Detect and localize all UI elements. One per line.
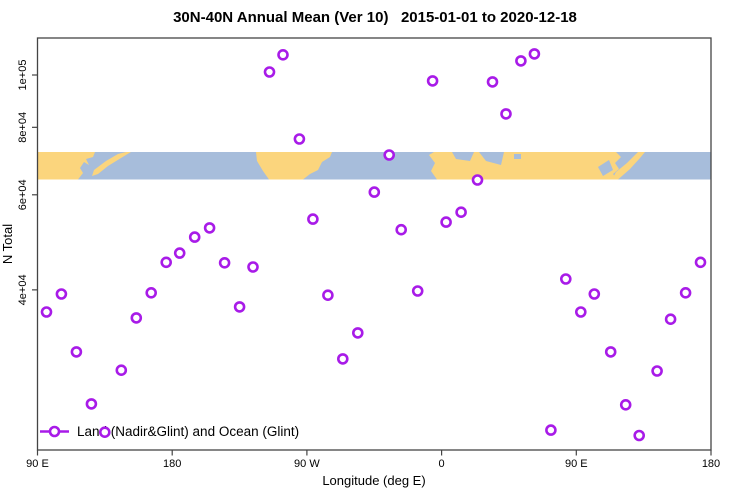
x-tick-label: 0: [439, 458, 445, 470]
data-point: [130, 312, 143, 324]
data-point: [574, 306, 587, 318]
data-point: [277, 48, 289, 61]
data-point: [559, 273, 572, 285]
data-point: [515, 55, 527, 67]
data-point: [383, 149, 396, 161]
data-point: [651, 365, 663, 377]
data-points: [40, 48, 707, 442]
data-point: [545, 424, 557, 436]
data-point: [160, 256, 172, 269]
data-point: [471, 174, 484, 186]
data-point: [307, 213, 319, 225]
y-axis-title: N Total: [0, 224, 15, 264]
y-tick-label: 4e+04: [17, 274, 29, 305]
data-point: [85, 398, 98, 410]
data-point: [426, 75, 439, 87]
data-point: [633, 429, 646, 442]
x-tick-label: 180: [702, 458, 720, 470]
legend-label: Land (Nadir&Glint) and Ocean (Glint): [77, 424, 299, 439]
data-point: [411, 285, 424, 297]
data-point: [99, 426, 111, 439]
data-point: [351, 327, 364, 339]
data-point: [395, 223, 408, 236]
data-point: [203, 222, 216, 234]
data-point: [528, 48, 541, 60]
data-point: [368, 186, 381, 198]
legend-marker-icon: [48, 425, 61, 438]
land-africa-asia: [429, 152, 621, 180]
data-point: [188, 231, 201, 243]
world-map-strip: [37, 152, 711, 180]
y-tick-label: 8e+04: [17, 112, 29, 143]
plot-border: [36, 37, 712, 451]
data-point: [263, 66, 276, 78]
sea-mediterranean-east: [479, 152, 504, 165]
data-point: [336, 353, 349, 365]
x-tick-label: 180: [163, 458, 181, 470]
sea-caspian: [514, 154, 521, 159]
data-point: [455, 206, 467, 218]
data-point: [173, 247, 186, 259]
data-point: [322, 289, 334, 302]
x-axis-title: Longitude (deg E): [322, 473, 425, 488]
land-asia-left: [37, 152, 95, 180]
data-point: [293, 133, 306, 145]
data-point: [588, 288, 601, 300]
data-point: [440, 216, 452, 228]
data-point: [55, 288, 68, 300]
data-point: [247, 261, 259, 273]
sea-mediterranean-west: [452, 152, 474, 161]
data-point: [70, 346, 83, 358]
data-point: [486, 76, 499, 88]
data-point: [664, 313, 677, 326]
data-point: [145, 286, 157, 299]
data-point: [500, 108, 512, 120]
data-point: [218, 256, 231, 269]
data-point: [679, 286, 692, 299]
data-point: [619, 398, 632, 411]
y-tick-label: 6e+04: [17, 179, 29, 210]
land-japan-left: [92, 152, 131, 176]
x-axis-ticks: 90 E 180 90 W 0 90 E 180: [26, 450, 720, 470]
x-tick-label: 90 E: [565, 458, 588, 470]
data-point: [115, 364, 128, 377]
data-point: [604, 346, 617, 358]
y-axis-ticks: 1e+05 8e+04 6e+04 4e+04: [17, 60, 38, 305]
x-tick-label: 90 W: [294, 458, 320, 470]
data-point: [233, 301, 246, 313]
chart-title: 30N-40N Annual Mean (Ver 10) 2015-01-01 …: [173, 9, 577, 26]
y-tick-label: 1e+05: [17, 60, 29, 91]
data-point: [694, 256, 707, 269]
legend: Land (Nadir&Glint) and Ocean (Glint): [40, 424, 299, 439]
x-tick-label: 90 E: [26, 458, 49, 470]
land-japan-right: [612, 152, 645, 180]
data-point: [40, 306, 53, 318]
land-north-america: [256, 152, 332, 180]
sea-of-japan-right: [598, 160, 613, 176]
